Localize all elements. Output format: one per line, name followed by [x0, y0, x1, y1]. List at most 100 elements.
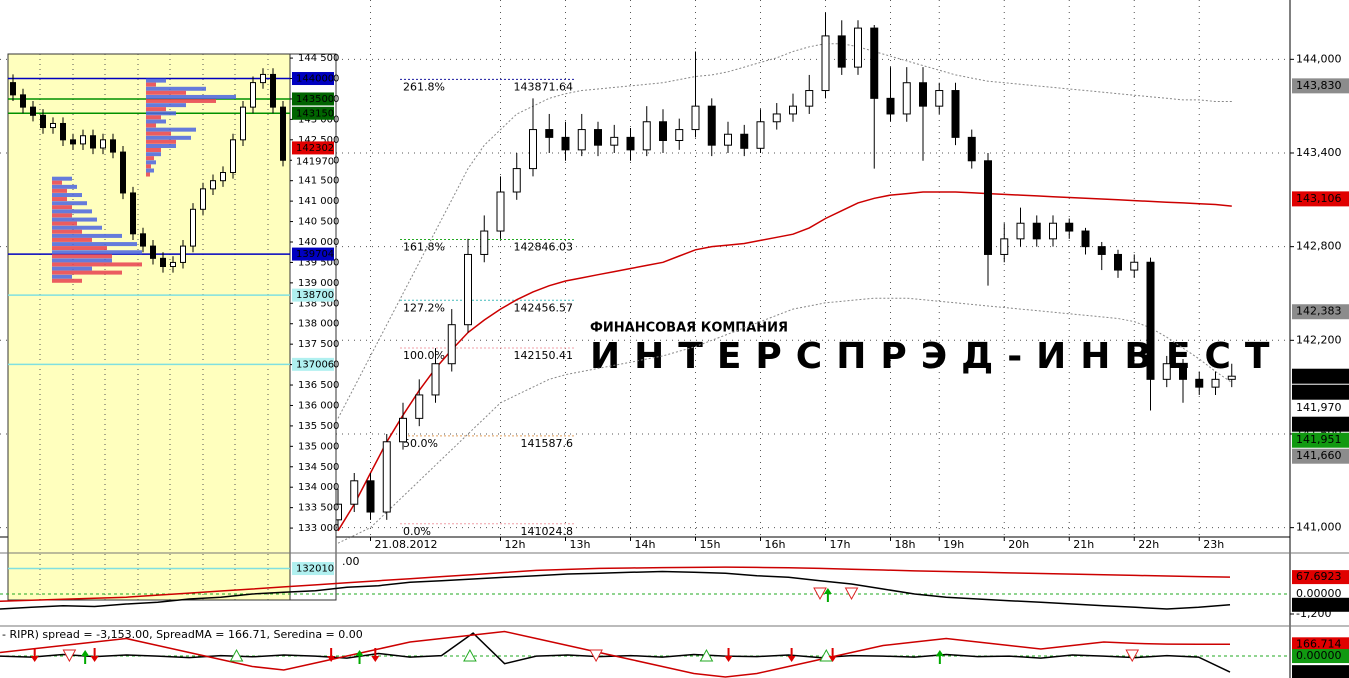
candle-body	[691, 105, 700, 131]
profile-sell	[146, 90, 186, 95]
y-tick-label: 135 000	[298, 441, 339, 452]
price-label-box	[292, 106, 334, 120]
price-label-box	[292, 357, 334, 371]
candle-body	[870, 27, 879, 99]
y-tick-label: 140 000	[298, 237, 339, 248]
signal-marker	[81, 650, 90, 665]
x-tick-label: 12h	[505, 538, 526, 551]
fib-value: 141587.6	[521, 437, 574, 450]
profile-sell	[52, 188, 67, 193]
signal-marker	[30, 648, 39, 663]
profile-sell	[146, 123, 156, 128]
candle-body	[1065, 222, 1074, 232]
profile-buy	[146, 127, 196, 132]
signal-marker	[823, 588, 832, 602]
candle-body	[60, 122, 66, 141]
candle-body	[626, 136, 635, 151]
signal-marker	[90, 648, 99, 663]
profile-buy	[52, 225, 102, 230]
candle-body	[20, 94, 26, 108]
indicator-line	[0, 566, 1231, 603]
price-label: 137006	[296, 359, 334, 370]
price-label-box	[1292, 432, 1349, 448]
price-label-box	[1292, 570, 1349, 585]
candle-body	[919, 82, 927, 107]
signal-marker	[355, 650, 364, 665]
candle-body	[659, 121, 667, 141]
overlay-line	[337, 43, 1232, 419]
candle-body	[805, 90, 814, 107]
candle-body	[902, 82, 911, 115]
signal-marker	[229, 649, 244, 662]
profile-buy	[146, 94, 236, 99]
profile-sell	[52, 246, 107, 251]
profile-sell	[52, 221, 77, 226]
profile-sell	[146, 139, 176, 144]
x-tick-label: 17h	[830, 538, 851, 551]
candle-body	[464, 253, 472, 326]
x-tick-label: 16h	[765, 538, 786, 551]
y-tick-label: 140 500	[298, 217, 339, 228]
price-label: 138700	[296, 290, 334, 301]
profile-sell	[52, 213, 72, 218]
x-tick-label: 21h	[1073, 538, 1094, 551]
candle-body	[1179, 363, 1187, 380]
candle-body	[577, 129, 586, 151]
price-label: 139704	[296, 249, 334, 260]
candle-body	[415, 394, 424, 419]
signal-marker	[463, 649, 477, 662]
candle-body	[100, 139, 106, 149]
signal-marker	[371, 648, 380, 663]
profile-buy	[52, 184, 77, 189]
price-label: 141,660	[1296, 449, 1342, 462]
candle-body	[431, 363, 440, 396]
x-tick-label: 21.08.2012	[375, 538, 438, 551]
indicator-line	[0, 630, 1231, 678]
y-tick-label: 135 500	[298, 421, 339, 432]
candle-body	[160, 257, 166, 268]
inset-chart: 133 000 133 500 134 000 134 500 135 000 135 5…	[7, 53, 339, 601]
profile-buy	[146, 103, 186, 108]
profile-sell	[52, 180, 62, 185]
profile-sell	[146, 172, 150, 177]
price-label-box	[1292, 448, 1349, 464]
y-tick-label: 142,200	[1296, 333, 1342, 346]
candle-body	[821, 35, 830, 92]
profile-sell	[52, 197, 67, 202]
signal-marker	[844, 587, 859, 601]
candle-body	[270, 73, 276, 108]
profile-buy	[146, 78, 166, 83]
profile-buy	[52, 217, 97, 222]
price-label-box	[292, 154, 334, 168]
signal-marker	[62, 649, 77, 663]
candle-body	[1000, 238, 1009, 255]
candle-body	[40, 114, 46, 129]
indicator-line	[0, 570, 1231, 610]
candle-body	[1195, 378, 1204, 388]
candle-body	[1016, 222, 1025, 240]
profile-buy	[52, 274, 72, 279]
profile-sell	[52, 278, 82, 283]
price-label-box	[1292, 400, 1349, 416]
profile-buy	[52, 233, 122, 238]
fib-value: 143871.64	[514, 80, 574, 93]
overlay-line	[337, 297, 1233, 544]
x-tick-label: 13h	[570, 538, 591, 551]
candle-body	[1130, 261, 1139, 271]
profile-buy	[52, 176, 72, 181]
profile-buy	[146, 168, 154, 173]
y-tick-label: 136 000	[298, 400, 339, 411]
candle-body	[772, 113, 781, 123]
price-label: 0.00000	[1296, 587, 1342, 600]
profile-buy	[52, 258, 112, 263]
candle-body	[1146, 261, 1155, 380]
profile-sell	[146, 164, 151, 169]
profile-buy	[146, 135, 191, 140]
panel-title: - RIPR) spread = -3,153.00,	[2, 628, 156, 641]
price-label-box	[1292, 597, 1349, 612]
profile-sell	[52, 237, 92, 242]
signal-marker	[787, 648, 796, 663]
x-tick-label: 15h	[700, 538, 721, 551]
y-tick-label: 142,800	[1296, 240, 1342, 253]
